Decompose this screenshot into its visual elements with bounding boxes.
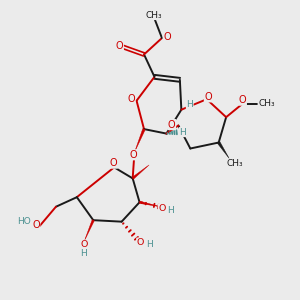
Text: H: H xyxy=(146,240,153,249)
Text: O: O xyxy=(129,150,137,160)
Text: O: O xyxy=(163,32,171,42)
Polygon shape xyxy=(84,220,94,241)
Text: H: H xyxy=(80,248,87,257)
Text: CH₃: CH₃ xyxy=(258,99,275,108)
Text: H: H xyxy=(186,100,193,109)
Polygon shape xyxy=(134,129,145,152)
Text: H: H xyxy=(167,206,174,215)
Polygon shape xyxy=(140,202,160,207)
Text: CH₃: CH₃ xyxy=(146,11,162,20)
Text: H: H xyxy=(179,128,186,136)
Text: O: O xyxy=(137,238,144,247)
Text: O: O xyxy=(32,220,40,230)
Text: O: O xyxy=(110,158,117,168)
Text: HO: HO xyxy=(17,217,31,226)
Text: O: O xyxy=(168,120,176,130)
Text: O: O xyxy=(81,240,88,249)
Text: CH₃: CH₃ xyxy=(226,159,243,168)
Polygon shape xyxy=(218,142,229,158)
Text: O: O xyxy=(239,95,246,105)
Polygon shape xyxy=(132,165,149,179)
Text: O: O xyxy=(158,204,166,213)
Text: O: O xyxy=(128,94,135,104)
Text: O: O xyxy=(116,41,123,51)
Polygon shape xyxy=(139,201,161,207)
Text: O: O xyxy=(204,92,212,102)
